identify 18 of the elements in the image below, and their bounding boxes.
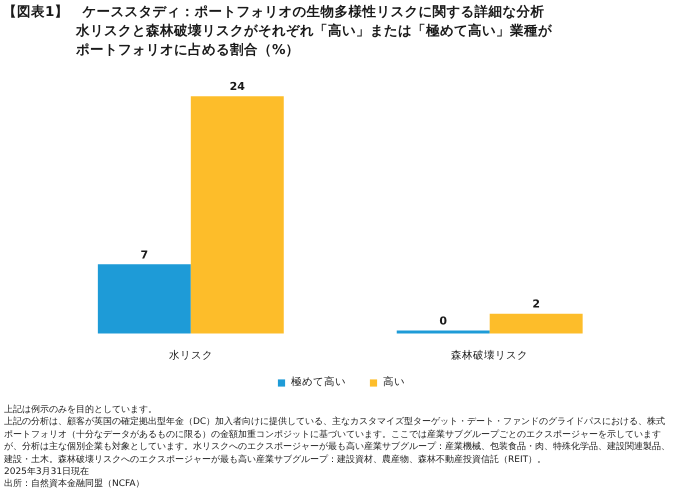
- data-label: 2: [532, 298, 540, 311]
- bar: [490, 314, 583, 334]
- bar: [98, 264, 191, 334]
- data-label: 24: [230, 80, 246, 94]
- bar: [396, 330, 490, 334]
- chart-subtitle: 水リスクと森林破壊リスクがそれぞれ「高い」または「極めて高い」業種がポートフォリオに占める割合（%）: [76, 22, 553, 60]
- x-tick-label: 森林破壊リスク: [451, 348, 528, 362]
- data-label: 7: [140, 248, 148, 262]
- x-tick-label: 水リスク: [168, 348, 213, 362]
- data-label: 0: [439, 314, 448, 328]
- text: 上記の分析は、顧客が英国の確定拠出型年金（DC）加入者向けに提供している、主なカスタマイズ型ターゲット・デート・ファンドのグライドパスにおける、株式ポートフォリオ（十分なデータがあるものに限る）の金額加重コンポジットに基づいています。ここでは産業サブグループごとのエクスポージャーを示していますが、分析は主な個別企業も対象としています。水リスクへのエクスポージャーが最も高い産業サブグループ：産業機械、包装食品・肉、特殊化学品、建設関連製品、建設・土木。森林破壊リスクへのエクスポージャーが最も高い産業サブグループ：建設資材、農産物、森林不動産投資信託（REIT）。: [4, 416, 671, 466]
- legend-label: 高い: [383, 375, 405, 389]
- text: 出所：自然資本金融同盟（NCFA）: [4, 478, 146, 491]
- bar: [190, 96, 284, 334]
- text: 2025年3月31日現在: [4, 466, 90, 478]
- legend-label: 極めて高い: [291, 375, 346, 389]
- chart-title: 【図表1】 ケーススタディ：ポートフォリオの生物多様性リスクに関する詳細な分析: [2, 3, 546, 22]
- text: 上記は例示のみを目的としています。: [4, 404, 158, 416]
